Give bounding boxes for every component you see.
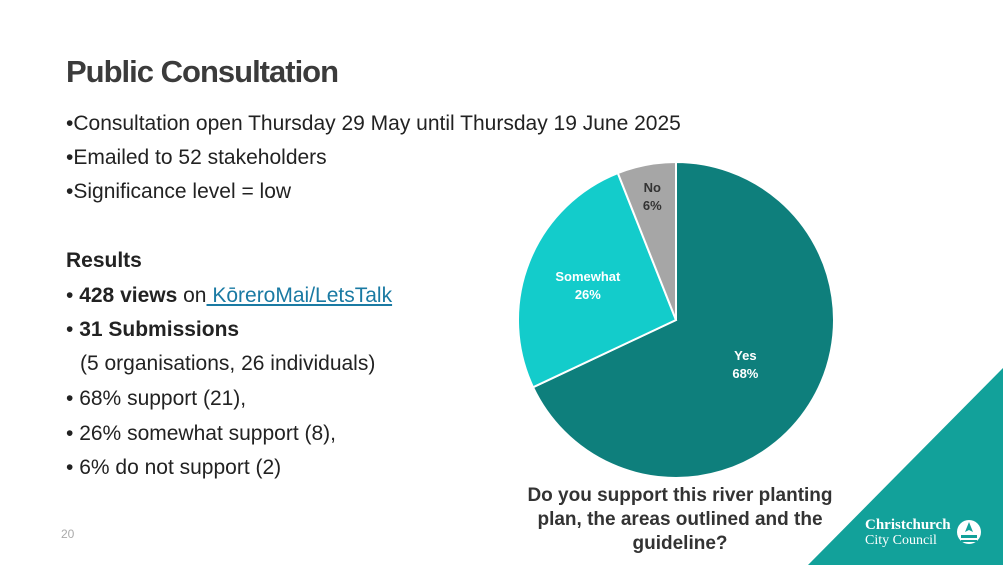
chart-question: Do you support this river planting plan,… — [527, 485, 833, 554]
cathedral-icon — [957, 520, 981, 544]
submissions-detail: (5 organisations, 26 individuals) — [80, 352, 376, 375]
support-somewhat-text: 26% somewhat support (8), — [79, 422, 336, 445]
views-count: 428 views — [79, 284, 178, 307]
bullet-consultation-dates: •Consultation open Thursday 29 May until… — [66, 112, 681, 135]
pie-label-yes-value: 68% — [732, 366, 758, 381]
results-heading: Results — [66, 249, 142, 272]
support-no-text: 6% do not support (2) — [79, 456, 282, 479]
bullet-stakeholders: •Emailed to 52 stakeholders — [66, 146, 327, 169]
slide-title: Public Consultation — [66, 54, 339, 89]
logo-line2: City Council — [865, 533, 937, 548]
bullet-glyph: • — [66, 318, 74, 341]
support-yes-text: 68% support (21), — [79, 387, 247, 410]
pie-label-yes-name: Yes — [734, 348, 756, 363]
bullet-significance: •Significance level = low — [66, 180, 292, 203]
submissions-count: 31 Submissions — [79, 318, 240, 341]
support-item: • 6% do not support (2) — [66, 456, 281, 480]
support-item: • 26% somewhat support (8), — [66, 422, 336, 446]
bullet-glyph: • — [66, 387, 74, 410]
pie-slice-yes — [531, 160, 835, 479]
koreromai-link[interactable]: KōreroMai/LetsTalk — [206, 284, 393, 307]
results-submissions: • 31 Submissions — [66, 318, 239, 342]
pie-label-somewhat-value: 26% — [575, 287, 601, 302]
page-number: 20 — [61, 527, 75, 541]
views-on-text: on — [177, 284, 207, 307]
pie-slice-no — [616, 160, 677, 321]
bullet-glyph: • — [66, 456, 74, 479]
pie-label-no-value: 6% — [643, 198, 662, 213]
bullet-glyph: • — [66, 422, 74, 445]
bullet-glyph: • — [66, 284, 74, 307]
pie-label-no-name: No — [644, 180, 661, 195]
logo-line1: Christchurch — [865, 517, 951, 533]
council-logo: Christchurch City Council — [865, 517, 981, 548]
results-views: • 428 views on KōreroMai/LetsTalk — [66, 284, 392, 308]
pie-slice-somewhat — [517, 171, 678, 389]
pie-label-somewhat-name: Somewhat — [555, 269, 621, 284]
support-item: • 68% support (21), — [66, 387, 246, 411]
